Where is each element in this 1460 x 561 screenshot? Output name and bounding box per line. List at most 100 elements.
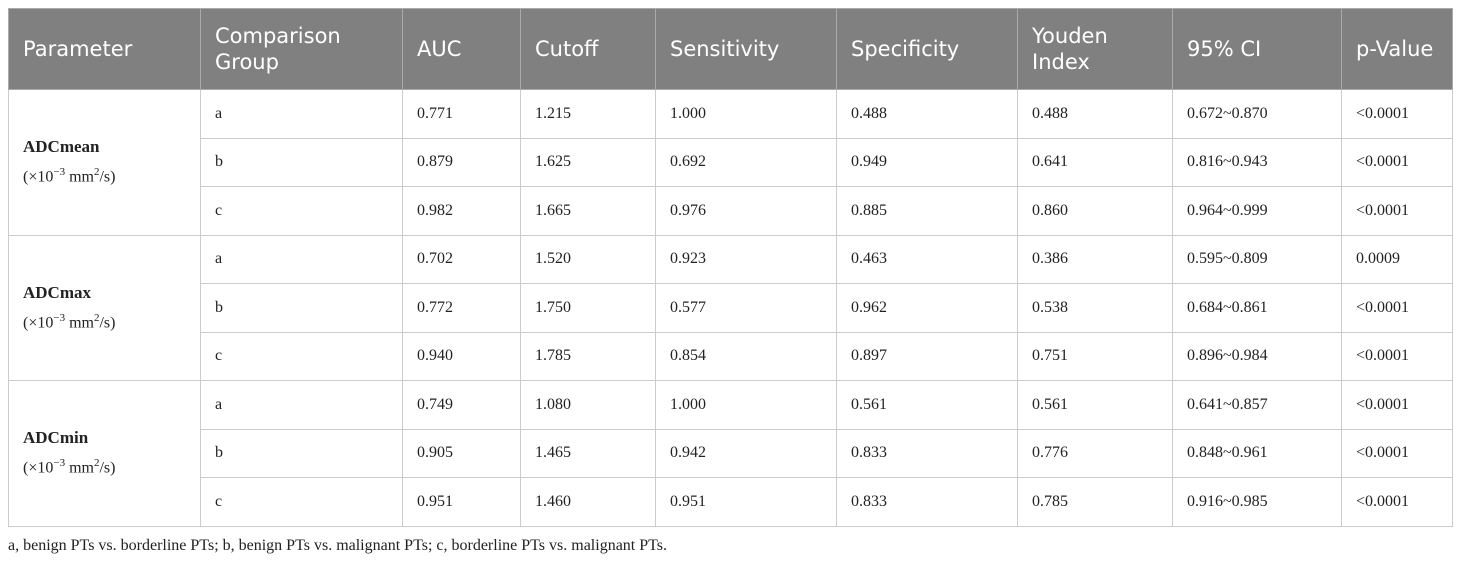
parameter-name: ADCmean: [23, 137, 100, 157]
data-cell: 0.776: [1017, 428, 1173, 478]
data-cell: 0.905: [402, 428, 521, 478]
data-cell: 0.860: [1017, 186, 1173, 236]
data-cell: 0.641: [1017, 137, 1173, 187]
header-cell: AUC: [402, 8, 521, 90]
data-cell: <0.0001: [1341, 283, 1453, 333]
data-cell: 0.916~0.985: [1172, 477, 1342, 527]
data-cell: 0.684~0.861: [1172, 283, 1342, 333]
table-row: c 0.982 1.665 0.976 0.885 0.860 0.964~0.999 <0.…: [9, 186, 1453, 236]
header-cell: 95% CI: [1172, 8, 1342, 90]
data-cell: 1.460: [520, 477, 656, 527]
data-cell: <0.0001: [1341, 331, 1453, 381]
data-cell: b: [200, 137, 403, 187]
unit-exponent: 2: [93, 457, 100, 470]
data-cell: 0.488: [836, 89, 1018, 139]
data-cell: 0.386: [1017, 234, 1173, 284]
data-cell: 0.751: [1017, 331, 1173, 381]
unit-exponent: −3: [53, 166, 66, 179]
parameter-cell: ADCmax (×10−3 mm2/s): [8, 234, 201, 381]
data-cell: a: [200, 380, 403, 430]
unit-text: (×10: [23, 313, 54, 331]
data-cell: 1.750: [520, 283, 656, 333]
table-row: b 0.879 1.625 0.692 0.949 0.641 0.816~0.943 <0.…: [9, 137, 1453, 187]
data-cell: 1.215: [520, 89, 656, 139]
data-cell: a: [200, 234, 403, 284]
data-cell: 0.561: [1017, 380, 1173, 430]
data-cell: 0.641~0.857: [1172, 380, 1342, 430]
header-cell: Specificity: [836, 8, 1018, 90]
data-cell: 1.000: [655, 89, 837, 139]
table-body: ADCmean (×10−3 mm2/s) a 0.771 1.215 1.000 0.48…: [8, 89, 1453, 527]
data-cell: b: [200, 283, 403, 333]
data-cell: 0.702: [402, 234, 521, 284]
table-row: ADCmean (×10−3 mm2/s) a 0.771 1.215 1.000 0.48…: [8, 89, 1453, 236]
data-cell: 0.577: [655, 283, 837, 333]
unit-text: mm: [65, 459, 94, 477]
data-cell: 0.940: [402, 331, 521, 381]
data-cell: 0.692: [655, 137, 837, 187]
data-cell: 0.964~0.999: [1172, 186, 1342, 236]
data-cell: b: [200, 428, 403, 478]
data-cell: 0.785: [1017, 477, 1173, 527]
data-cell: 0.879: [402, 137, 521, 187]
data-cell: <0.0001: [1341, 89, 1453, 139]
table-row: b 0.772 1.750 0.577 0.962 0.538 0.684~0.861 <0.…: [9, 283, 1453, 333]
data-cell: 0.976: [655, 186, 837, 236]
data-cell: 1.000: [655, 380, 837, 430]
data-cell: 0.848~0.961: [1172, 428, 1342, 478]
table-row: b 0.905 1.465 0.942 0.833 0.776 0.848~0.961 <0.…: [9, 428, 1453, 478]
data-cell: a: [200, 89, 403, 139]
unit-text: /s): [99, 459, 116, 477]
data-cell: 0.942: [655, 428, 837, 478]
unit-exponent: 2: [93, 166, 100, 179]
parameter-cell: ADCmean (×10−3 mm2/s): [8, 89, 201, 236]
data-cell: c: [200, 186, 403, 236]
data-cell: 0.982: [402, 186, 521, 236]
header-cell: Parameter: [8, 8, 201, 90]
data-cell: 0.885: [836, 186, 1018, 236]
header-row: Parameter Comparison Group AUC Cutoff Sensit…: [8, 8, 1453, 90]
data-cell: <0.0001: [1341, 137, 1453, 187]
data-cell: 0.463: [836, 234, 1018, 284]
data-cell: 0.962: [836, 283, 1018, 333]
data-cell: 0.951: [655, 477, 837, 527]
unit-text: (×10: [23, 459, 54, 477]
data-cell: 0.771: [402, 89, 521, 139]
unit-text: /s): [99, 168, 116, 186]
unit-exponent: 2: [93, 311, 100, 324]
results-table: Parameter Comparison Group AUC Cutoff Sensit…: [8, 8, 1453, 527]
data-cell: 1.520: [520, 234, 656, 284]
data-cell: 0.833: [836, 477, 1018, 527]
data-cell: 0.672~0.870: [1172, 89, 1342, 139]
footnote: a, benign PTs vs. borderline PTs; b, ben…: [8, 537, 668, 554]
table-row: c 0.951 1.460 0.951 0.833 0.785 0.916~0.985 <0.…: [9, 477, 1453, 527]
data-cell: 0.488: [1017, 89, 1173, 139]
data-cell: 1.465: [520, 428, 656, 478]
data-cell: 1.080: [520, 380, 656, 430]
unit-exponent: −3: [53, 311, 66, 324]
data-cell: 1.785: [520, 331, 656, 381]
data-cell: 1.625: [520, 137, 656, 187]
data-cell: 0.595~0.809: [1172, 234, 1342, 284]
data-cell: 0.0009: [1341, 234, 1453, 284]
data-cell: <0.0001: [1341, 477, 1453, 527]
header-cell: Comparison Group: [200, 8, 403, 90]
data-cell: 0.951: [402, 477, 521, 527]
header-cell: Sensitivity: [655, 8, 837, 90]
data-cell: 0.772: [402, 283, 521, 333]
unit-text: (×10: [23, 168, 54, 186]
table-row: ADCmin (×10−3 mm2/s) a 0.749 1.080 1.000 0.561…: [8, 380, 1453, 527]
data-cell: 0.854: [655, 331, 837, 381]
parameter-name: ADCmax: [23, 282, 91, 302]
parameter-cell: ADCmin (×10−3 mm2/s): [8, 380, 201, 527]
unit-exponent: −3: [53, 457, 66, 470]
data-cell: 0.561: [836, 380, 1018, 430]
data-cell: 0.923: [655, 234, 837, 284]
data-cell: 0.833: [836, 428, 1018, 478]
data-cell: 0.816~0.943: [1172, 137, 1342, 187]
data-cell: 0.949: [836, 137, 1018, 187]
unit-text: mm: [65, 313, 94, 331]
data-cell: 1.665: [520, 186, 656, 236]
data-cell: c: [200, 477, 403, 527]
data-cell: <0.0001: [1341, 428, 1453, 478]
